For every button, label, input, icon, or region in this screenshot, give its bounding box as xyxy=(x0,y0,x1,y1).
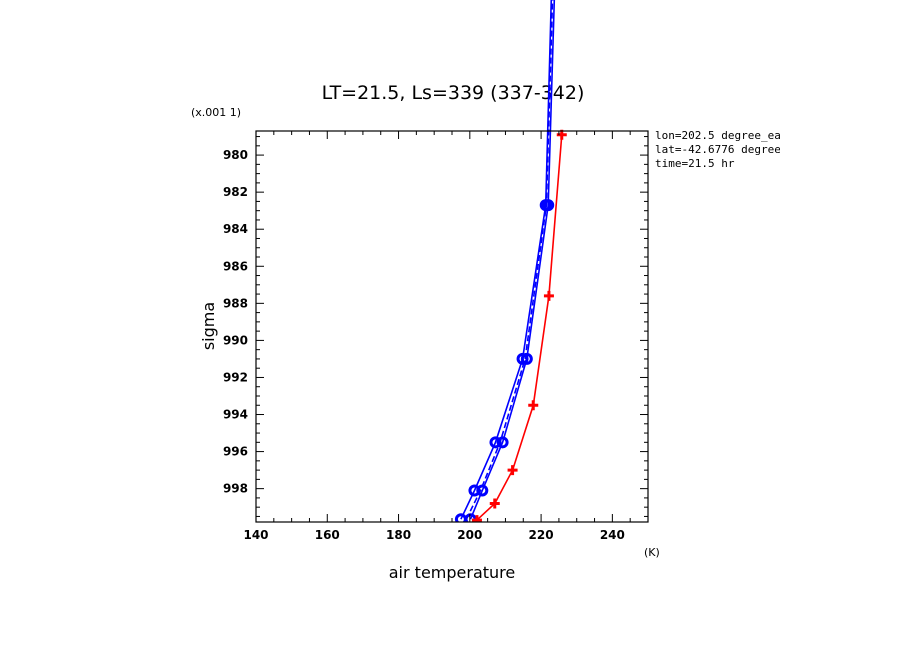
y-tick-label: 980 xyxy=(223,148,248,162)
series-2 xyxy=(464,0,556,522)
series-3 xyxy=(465,0,554,520)
y-tick-label: 982 xyxy=(223,185,248,199)
x-axis-label: air temperature xyxy=(389,563,515,582)
series-4-line xyxy=(476,134,563,521)
y-tick-label: 984 xyxy=(223,222,248,236)
series-4-point-5 xyxy=(543,290,554,301)
series-2-line xyxy=(469,0,556,520)
y-tick-label: 988 xyxy=(223,296,248,310)
series-1-line xyxy=(460,0,553,520)
info-line-2: lat=-42.6776 degree xyxy=(655,143,781,156)
y-tick-label: 994 xyxy=(223,408,248,422)
axes-layer: 140 160 180 200 220 240 980 982 984 986 988 990 992 9… xyxy=(223,130,649,542)
y-axis-label: sigma xyxy=(199,302,218,350)
x-tick-label: 200 xyxy=(457,528,482,542)
y-scale-note: (x.001 1) xyxy=(191,106,241,119)
chart-title: LT=21.5, Ls=339 (337-342) xyxy=(322,82,585,104)
series-3-line xyxy=(465,0,554,520)
y-tick-label: 998 xyxy=(223,482,248,496)
info-line-3: time=21.5 hr xyxy=(655,157,735,170)
y-tick-label: 992 xyxy=(223,370,248,384)
series-4 xyxy=(471,129,567,522)
series-2-point-5 xyxy=(542,199,555,212)
x-tick-label: 160 xyxy=(315,528,340,542)
x-unit-label: (K) xyxy=(644,546,660,559)
series-layer xyxy=(454,0,567,522)
series-4-point-1 xyxy=(471,515,482,522)
info-line-1: lon=202.5 degree_ea xyxy=(655,129,781,142)
series-4-point-4 xyxy=(528,400,539,411)
plot-frame xyxy=(255,130,649,523)
y-tick-label: 990 xyxy=(223,333,248,347)
series-4-point-2 xyxy=(489,498,500,509)
y-tick-label: 986 xyxy=(223,259,248,273)
series-2-point-4 xyxy=(520,352,533,365)
x-tick-label: 220 xyxy=(529,528,554,542)
series-2-point-3 xyxy=(496,436,509,449)
info-clip-mask xyxy=(780,125,904,175)
x-tick-label: 240 xyxy=(600,528,625,542)
series-4-point-3 xyxy=(507,465,518,476)
info-block: lon=202.5 degree_ea lat=-42.6776 degree … xyxy=(655,129,781,170)
x-tick-label: 180 xyxy=(386,528,411,542)
y-tick-label: 996 xyxy=(223,445,248,459)
x-tick-label: 140 xyxy=(243,528,268,542)
